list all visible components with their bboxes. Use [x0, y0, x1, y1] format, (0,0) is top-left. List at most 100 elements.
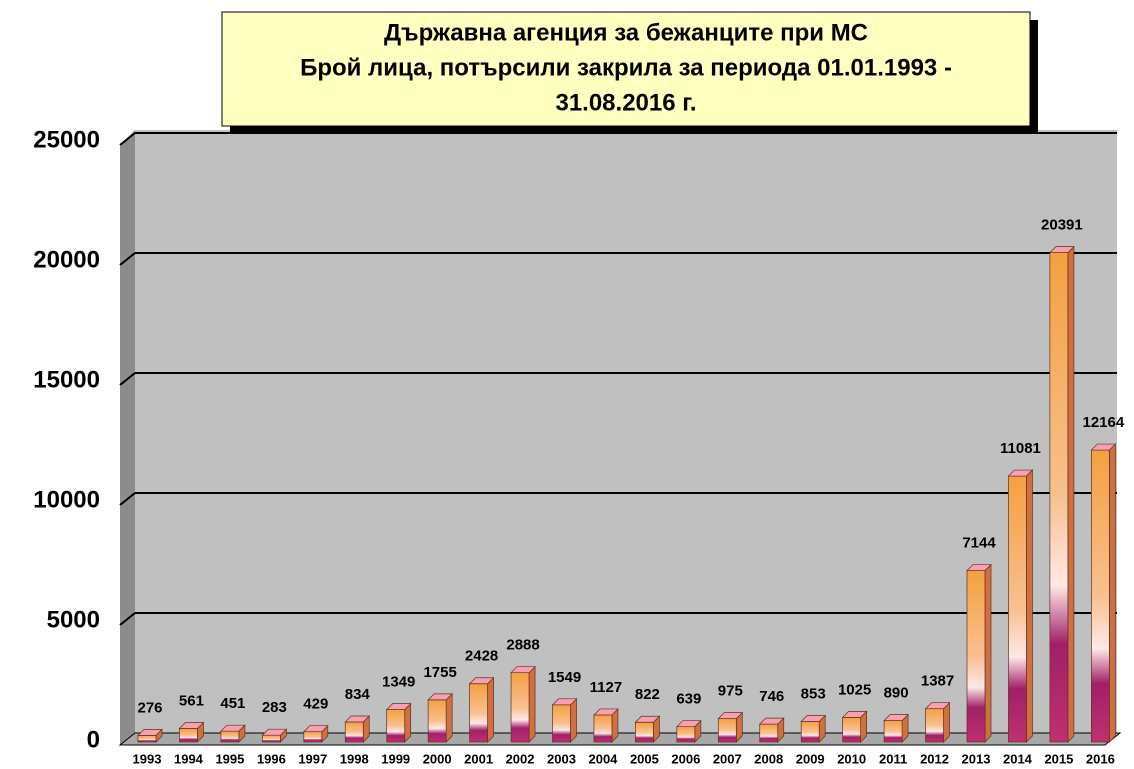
bar-side: [1108, 443, 1116, 743]
bar: [842, 717, 862, 743]
bar: [1049, 252, 1069, 743]
value-label: 1755: [423, 664, 456, 681]
bar: [800, 721, 820, 743]
bar-side: [984, 563, 992, 743]
chart-title: Държавна агенция за бежанците при МС: [384, 19, 868, 46]
value-label: 561: [179, 693, 204, 710]
chart-title: Брой лица, потърсили закрила за периода …: [300, 54, 952, 81]
bar-top: [924, 702, 951, 710]
x-tick-label: 2000: [423, 751, 452, 766]
value-label: 283: [262, 699, 287, 716]
bar: [593, 714, 613, 743]
bar-side: [1067, 245, 1075, 743]
x-tick-label: 2007: [713, 751, 742, 766]
bar: [717, 718, 737, 743]
value-label: 1549: [548, 669, 581, 686]
bar: [427, 699, 447, 743]
value-label: 746: [759, 688, 784, 705]
bar-top: [1090, 443, 1117, 451]
value-label: 1025: [838, 681, 871, 698]
bar: [262, 734, 281, 743]
bar-top: [717, 712, 744, 719]
value-label: 853: [801, 685, 826, 702]
bar: [966, 570, 986, 743]
bar-top: [593, 708, 619, 716]
grid-line: [119, 132, 136, 146]
value-label: 890: [884, 685, 909, 702]
bar-top: [178, 722, 205, 729]
bar: [510, 672, 530, 743]
bar: [137, 735, 157, 743]
bar-top: [427, 693, 453, 701]
value-label: 11081: [1000, 440, 1041, 457]
value-label: 2428: [465, 648, 498, 665]
value-label: 975: [718, 683, 743, 700]
bar: [1090, 449, 1110, 743]
left-wall: [120, 130, 135, 745]
grid-line: [119, 612, 136, 626]
bar: [1008, 475, 1027, 743]
bar: [344, 721, 364, 743]
y-tick-label: 10000: [33, 486, 100, 513]
x-tick-label: 2004: [588, 751, 618, 766]
bar: [220, 730, 240, 743]
x-tick-label: 1999: [381, 751, 410, 766]
value-label: 639: [676, 691, 701, 708]
x-tick-label: 2005: [630, 751, 659, 766]
bar-top: [344, 715, 371, 723]
bar: [552, 704, 571, 743]
bar-top: [676, 720, 702, 728]
x-tick-label: 2011: [879, 751, 907, 766]
bar-top: [883, 714, 909, 721]
bar: [303, 731, 323, 743]
x-tick-label: 2014: [1003, 751, 1033, 766]
x-tick-label: 2009: [796, 751, 825, 766]
y-tick-label: 0: [87, 726, 100, 753]
back-wall: [135, 130, 1117, 733]
x-tick-label: 1996: [257, 751, 286, 766]
value-label: 822: [635, 686, 660, 703]
x-tick-label: 1994: [174, 751, 204, 766]
x-tick-label: 2001: [464, 751, 493, 766]
y-tick-label: 25000: [33, 126, 100, 153]
bar: [925, 708, 944, 743]
bar: [676, 726, 696, 743]
bar: [179, 728, 198, 743]
y-tick-label: 15000: [33, 366, 100, 393]
grid-line: [119, 492, 136, 506]
bar-top: [1049, 246, 1075, 253]
x-tick-label: 2008: [754, 751, 783, 766]
value-label: 2888: [506, 637, 539, 654]
x-tick-label: 1998: [340, 751, 369, 766]
bar-top: [800, 715, 827, 722]
x-tick-label: 2006: [671, 751, 700, 766]
x-tick-label: 2016: [1086, 751, 1115, 766]
value-label: 1349: [382, 674, 415, 691]
bar: [386, 709, 406, 743]
bar-top: [758, 717, 785, 725]
bar-side: [445, 693, 453, 743]
bar-top: [220, 724, 246, 732]
floor: [118, 732, 1122, 746]
bar-top: [137, 729, 163, 736]
chart-title: 31.08.2016 г.: [555, 89, 696, 116]
bar-top: [841, 711, 868, 718]
value-label: 429: [303, 696, 328, 713]
bar-side: [943, 701, 950, 743]
value-label: 451: [220, 695, 245, 712]
bar-top: [385, 703, 412, 710]
value-label: 12164: [1082, 414, 1124, 431]
bar-top: [1007, 469, 1034, 477]
bar-side: [487, 676, 494, 743]
bar: [469, 683, 488, 743]
x-tick-label: 1995: [215, 751, 244, 766]
value-label: 7144: [962, 535, 996, 552]
x-tick-label: 2012: [920, 751, 949, 766]
bar-top: [634, 715, 661, 723]
value-label: 20391: [1041, 217, 1083, 234]
bar: [635, 721, 654, 743]
x-tick-label: 2003: [547, 751, 576, 766]
x-tick-label: 1993: [133, 751, 162, 766]
bar: [883, 720, 903, 743]
x-tick-label: 2013: [962, 751, 991, 766]
